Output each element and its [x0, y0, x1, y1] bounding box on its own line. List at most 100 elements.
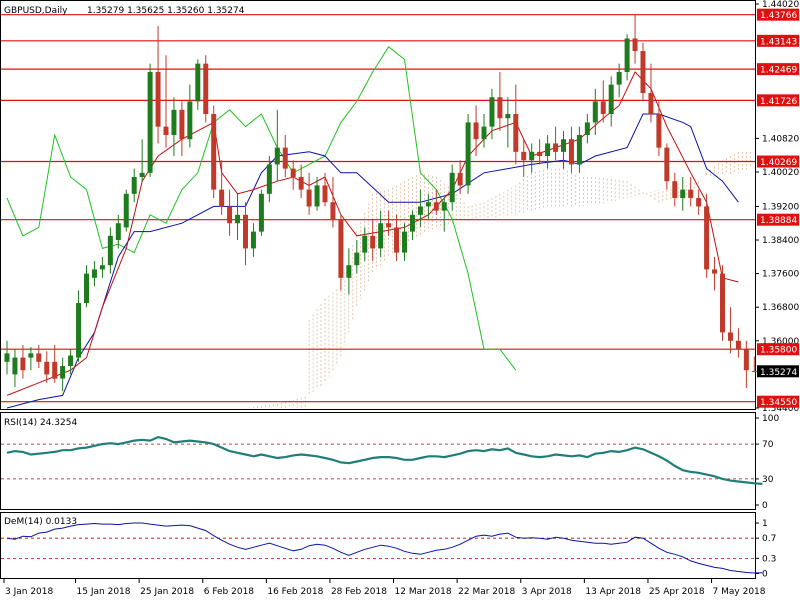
x-tick-label: 12 Mar 2018: [395, 587, 452, 597]
candle-body: [648, 93, 654, 115]
candle-body: [163, 126, 169, 136]
current-price-badge: [757, 365, 799, 378]
candle-body: [187, 101, 193, 140]
candle-body: [727, 332, 733, 341]
demarker-y-tick-label: 0.3: [762, 554, 776, 564]
x-tick-label: 28 Feb 2018: [331, 587, 387, 597]
demarker-title: DeM(14) 0.0133: [4, 517, 77, 527]
candle-body: [735, 340, 741, 350]
candle-body: [179, 109, 185, 140]
x-tick-label: 6 Feb 2018: [204, 587, 255, 597]
candle-body: [394, 227, 400, 253]
main-y-tick-label: 1.44020: [762, 0, 799, 10]
level-badge: [757, 395, 799, 408]
candle-body: [139, 172, 145, 178]
candle-body: [211, 114, 217, 190]
candle-body: [107, 235, 113, 266]
candle-body: [4, 353, 10, 362]
candle-body: [656, 114, 662, 148]
candle-body: [561, 139, 566, 152]
rsi-title: RSI(14) 24.3254: [4, 418, 77, 428]
main-y-tick-label: 1.36000: [762, 337, 799, 347]
candle-body: [131, 177, 137, 194]
level-badge: [757, 343, 799, 356]
level-badge-label: 1.42469: [760, 66, 797, 76]
candle-body: [258, 193, 264, 232]
candle-body: [386, 223, 392, 228]
x-tick-label: 13 Apr 2018: [585, 587, 641, 597]
candle-body: [449, 172, 455, 203]
candle-body: [314, 185, 320, 207]
candle-body: [592, 101, 598, 123]
level-badge: [757, 213, 799, 226]
main-y-tick-label: 1.36800: [762, 303, 799, 313]
demarker-y-tick-label: 0: [762, 569, 768, 579]
x-tick-label: 7 May 2018: [713, 587, 766, 597]
candle-body: [505, 114, 511, 119]
candle-body: [672, 181, 678, 199]
rsi-y-tick-label: 70: [762, 440, 774, 450]
level-badge-label: 1.41726: [760, 97, 797, 107]
candle-body: [417, 206, 423, 215]
candle-body: [243, 214, 248, 249]
candle-body: [616, 72, 622, 85]
candle-body: [227, 206, 233, 224]
rsi-y-tick-label: 100: [762, 414, 779, 424]
candle-body: [720, 273, 725, 333]
candle-body: [306, 189, 312, 207]
candle-body: [274, 147, 280, 165]
candle-body: [12, 357, 18, 375]
candle-body: [266, 164, 272, 194]
candle-body: [704, 206, 710, 270]
level-badge: [757, 63, 799, 76]
candle-body: [521, 151, 527, 161]
candle-body: [465, 122, 471, 186]
main-y-tick-label: 1.34400: [762, 404, 799, 414]
candle-body: [489, 97, 495, 127]
candle-body: [608, 84, 614, 115]
level-badge-label: 1.34550: [760, 398, 797, 408]
candle-body: [370, 235, 376, 249]
candle-body: [473, 122, 479, 140]
candle-body: [282, 147, 288, 169]
main-y-tick-label: 1.40020: [762, 168, 799, 178]
demarker-y-tick-label: 0.7: [762, 534, 776, 544]
candle-body: [441, 202, 447, 211]
chart-header-symbol: GBPUSD,Daily: [4, 6, 68, 16]
candle-body: [84, 273, 89, 304]
level-badge-label: 1.35800: [760, 346, 797, 356]
level-badge: [757, 8, 799, 21]
candle-body: [624, 38, 630, 73]
candle-body: [91, 269, 97, 278]
demarker-line: [6, 522, 763, 574]
candle-body: [346, 265, 352, 278]
chikou-span-line: [6, 46, 517, 371]
level-badge-label: 1.43143: [760, 37, 797, 47]
candle-body: [751, 371, 757, 373]
candle-body: [481, 126, 487, 140]
candle-body: [60, 366, 66, 379]
candle-body: [632, 38, 638, 52]
level-badge: [757, 94, 799, 107]
candle-body: [203, 63, 209, 115]
axis-layer: 1.44020 1.40820 1.40020 1.39200 1.38400 1.376…: [3, 0, 799, 597]
main-y-tick-label: 1.40820: [762, 134, 799, 144]
candle-body: [147, 72, 153, 173]
candle-body: [640, 51, 646, 94]
candle-body: [743, 349, 749, 371]
demarker-panel-frame: [0, 512, 756, 579]
candle-body: [36, 353, 42, 362]
candle-body: [664, 147, 670, 182]
main-y-tick-label: 1.37600: [762, 270, 799, 280]
candle-body: [155, 72, 161, 127]
candle-body: [584, 122, 590, 136]
chart-header-ohlc: 1.35279 1.35625 1.35260 1.35274: [87, 6, 245, 16]
candle-body: [513, 114, 519, 152]
x-tick-label: 3 Jan 2018: [5, 587, 53, 597]
candle-body: [123, 193, 129, 228]
kijun-sen-line: [6, 113, 739, 409]
candle-body: [290, 168, 296, 178]
candle-body: [298, 177, 304, 190]
level-badge: [757, 34, 799, 47]
